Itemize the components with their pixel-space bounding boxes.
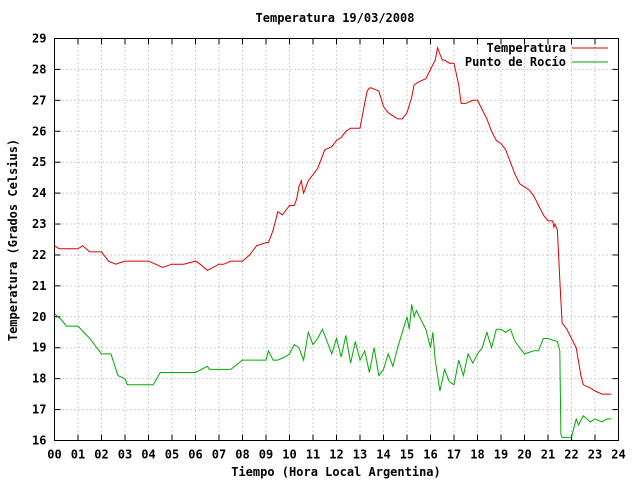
- axis-ticks: [54, 38, 619, 441]
- x-tick-label: 21: [541, 448, 555, 462]
- chart-title: Temperatura 19/03/2008: [256, 11, 415, 25]
- grid: [54, 38, 619, 441]
- x-tick-label: 05: [165, 448, 179, 462]
- y-tick-label: 28: [32, 62, 46, 76]
- x-tick-label: 10: [282, 448, 296, 462]
- x-tick-label: 20: [517, 448, 531, 462]
- x-axis-label: Tiempo (Hora Local Argentina): [231, 465, 441, 479]
- y-tick-label: 25: [32, 155, 46, 169]
- x-tick-label: 14: [376, 448, 390, 462]
- x-tick-label: 08: [235, 448, 249, 462]
- x-tick-label: 16: [423, 448, 437, 462]
- x-tick-label: 13: [353, 448, 367, 462]
- y-tick-label: 27: [32, 93, 46, 107]
- series-lines: [54, 45, 612, 438]
- x-tick-label: 24: [611, 448, 625, 462]
- legend-label-1: Punto de Rocío: [465, 55, 566, 69]
- x-tick-label: 22: [564, 448, 578, 462]
- y-tick-label: 24: [32, 186, 46, 200]
- y-tick-label: 19: [32, 341, 46, 355]
- x-tick-label: 01: [71, 448, 85, 462]
- y-tick-label: 17: [32, 403, 46, 417]
- plot-frame: [54, 38, 619, 441]
- x-tick-label: 02: [94, 448, 108, 462]
- y-tick-label: 29: [32, 32, 46, 46]
- x-tick-label: 00: [47, 448, 61, 462]
- x-tick-label: 19: [494, 448, 508, 462]
- x-tick-label: 18: [470, 448, 484, 462]
- x-tick-label: 07: [212, 448, 226, 462]
- y-axis-label: Temperatura (Grados Celsius): [6, 139, 20, 341]
- series-line-1: [54, 304, 612, 438]
- x-tick-label: 12: [329, 448, 343, 462]
- x-tick-label: 06: [188, 448, 202, 462]
- x-tick-labels: 00 01 02 03 04 05 06 07 08 09 10 11 12 13 14 15 16 17 18 19…: [47, 448, 625, 462]
- y-tick-label: 26: [32, 124, 46, 138]
- x-tick-label: 03: [118, 448, 132, 462]
- y-tick-label: 16: [32, 434, 46, 448]
- series-line-0: [54, 45, 612, 395]
- y-tick-labels: 16 17 18 19 20 21 22 23 24 25 26 27 28 29: [32, 32, 46, 448]
- x-tick-label: 11: [306, 448, 320, 462]
- x-tick-label: 15: [400, 448, 414, 462]
- legend-label-0: Temperatura: [487, 41, 566, 55]
- y-tick-label: 20: [32, 310, 46, 324]
- y-tick-label: 23: [32, 217, 46, 231]
- x-tick-label: 17: [447, 448, 461, 462]
- y-tick-label: 18: [32, 372, 46, 386]
- x-tick-label: 09: [259, 448, 273, 462]
- x-tick-label: 23: [588, 448, 602, 462]
- y-tick-label: 22: [32, 248, 46, 262]
- y-tick-label: 21: [32, 279, 46, 293]
- x-tick-label: 04: [141, 448, 155, 462]
